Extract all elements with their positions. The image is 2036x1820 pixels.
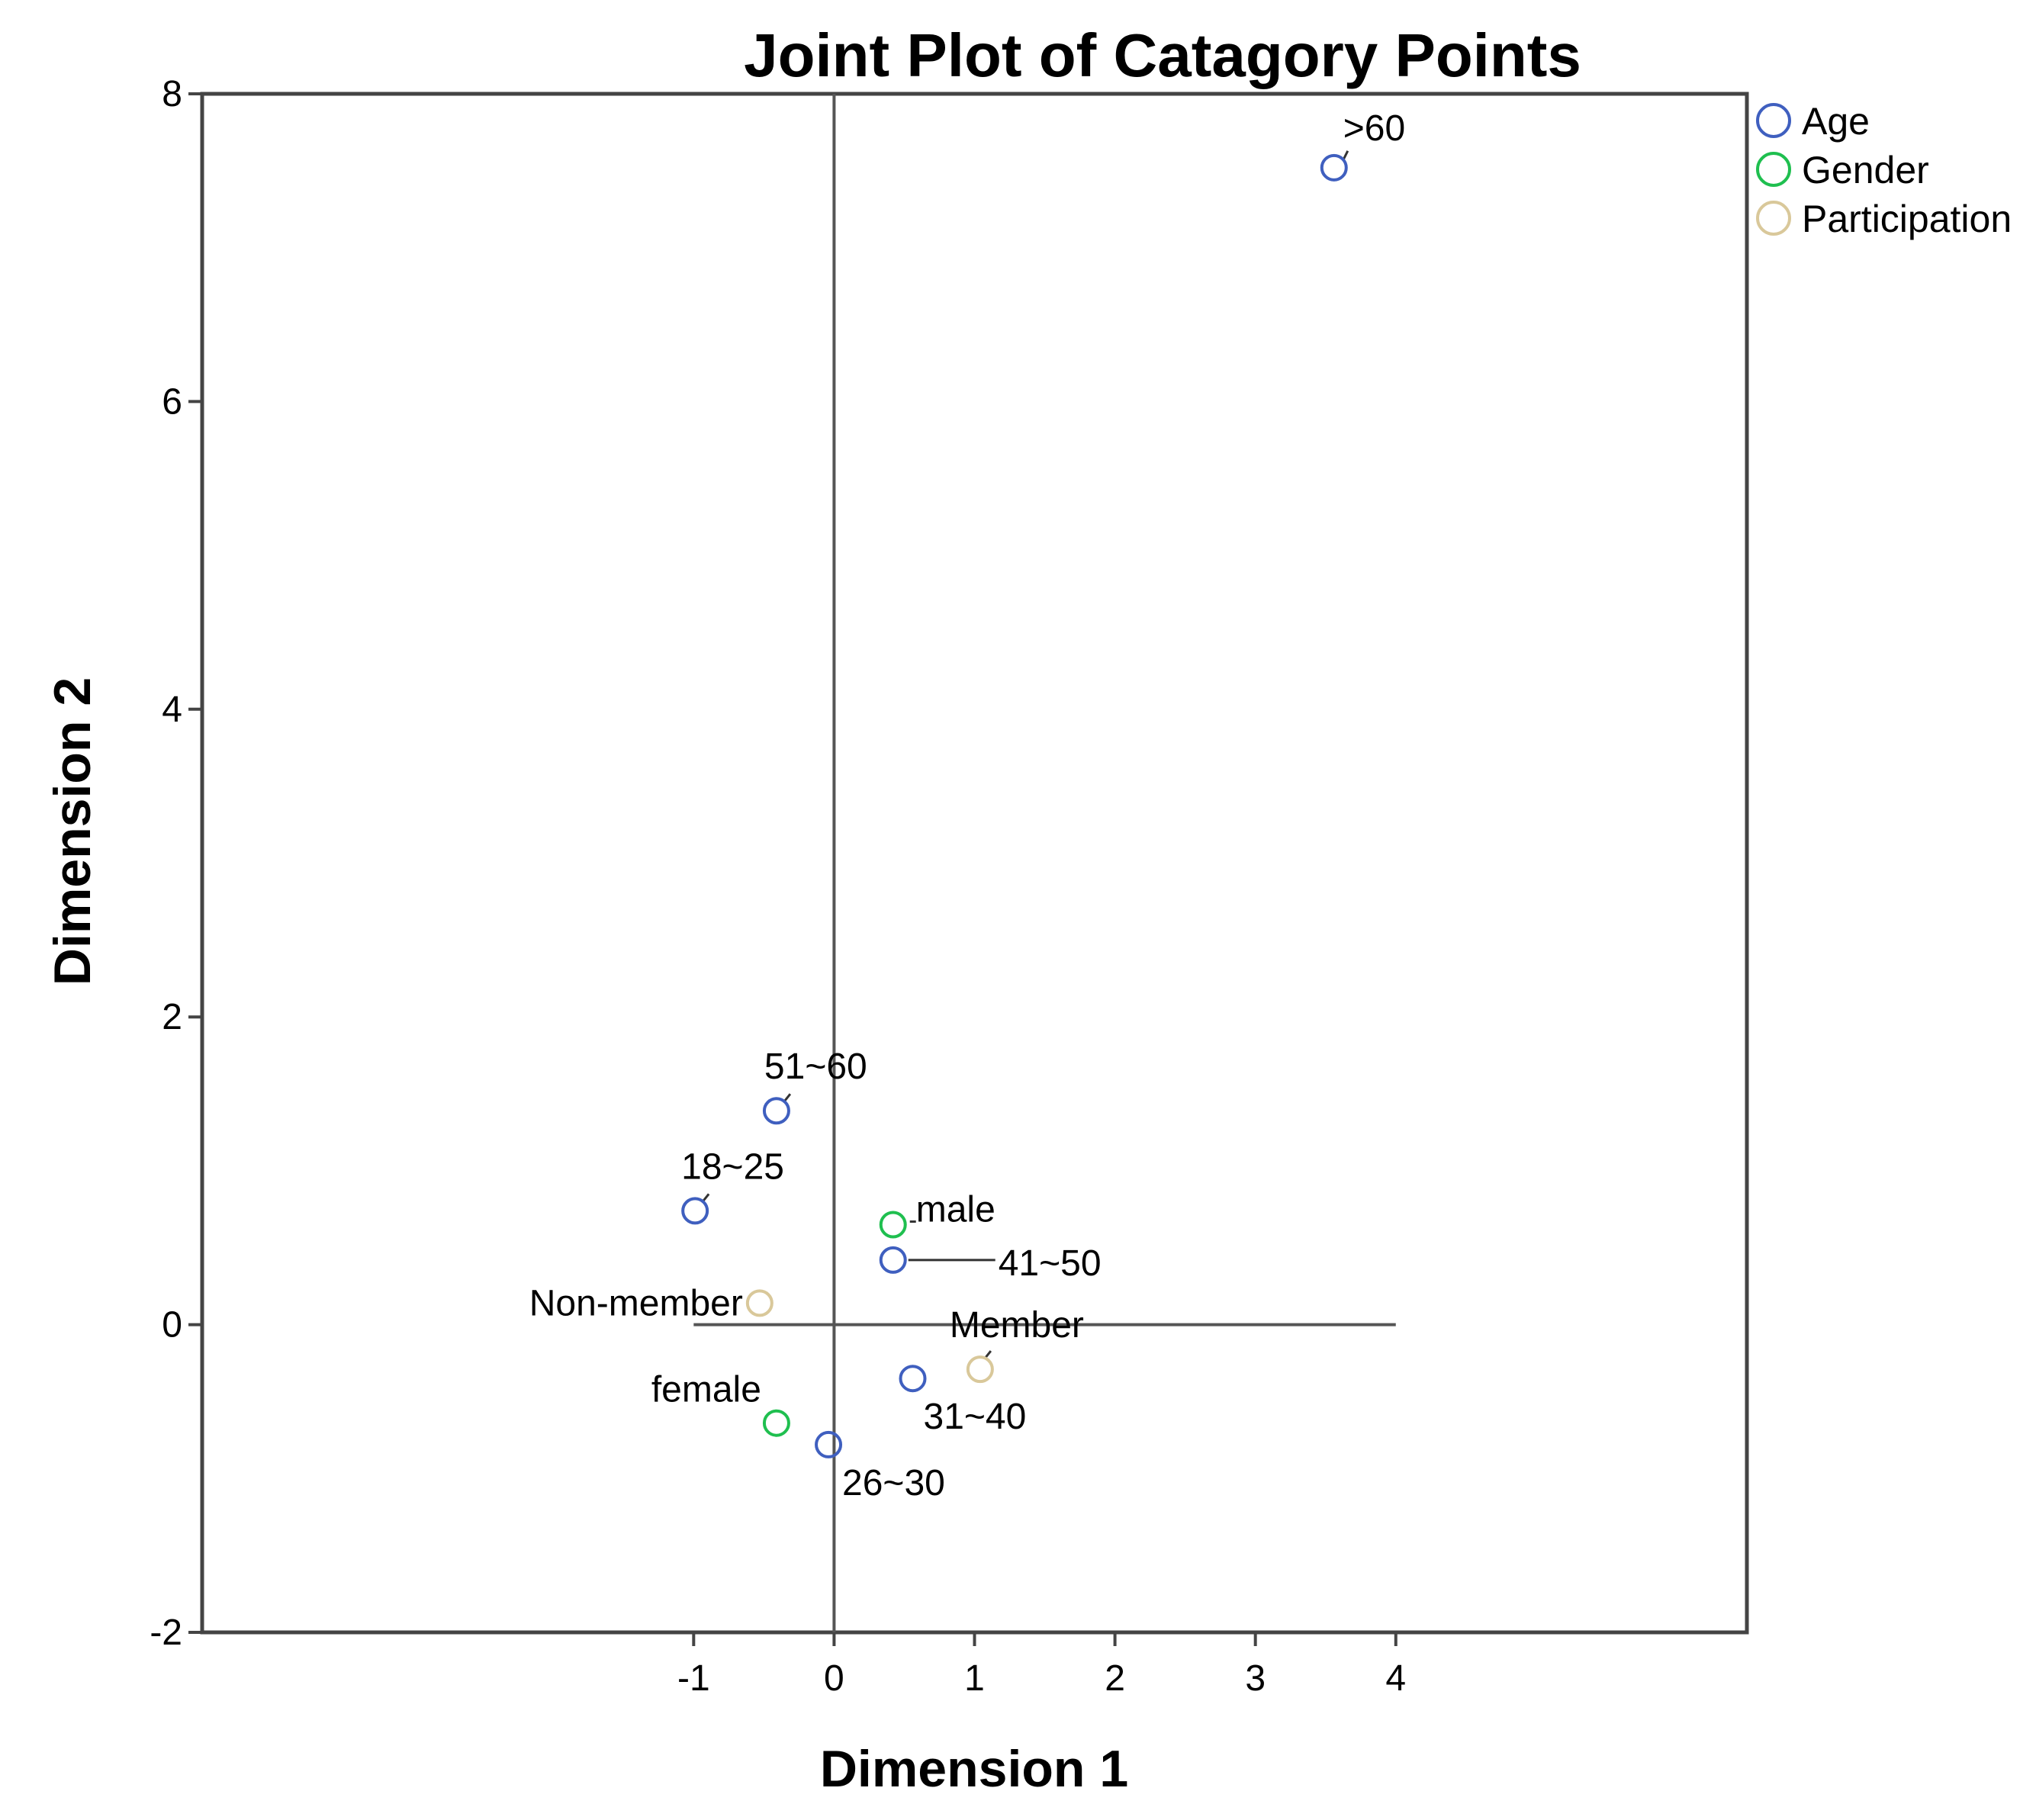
y-axis-label: Dimension 2 (43, 677, 101, 986)
data-point-label: 18~25 (681, 1146, 784, 1187)
x-tick-label: 3 (1245, 1658, 1266, 1699)
data-point (879, 1246, 907, 1274)
data-point-label: Member (950, 1305, 1084, 1346)
data-point (899, 1365, 927, 1393)
data-point-label: female (651, 1370, 761, 1410)
data-point (879, 1211, 907, 1239)
data-point (1320, 153, 1348, 182)
y-tick-label: -2 (150, 1613, 182, 1653)
legend-entry-label: Gender (1802, 149, 1929, 191)
legend-marker (1756, 201, 1791, 236)
legend-entry-label: Age (1802, 100, 1870, 143)
data-point (966, 1355, 994, 1384)
data-point-label: 26~30 (842, 1463, 945, 1503)
x-axis-label: Dimension 1 (820, 1740, 1128, 1798)
y-tick-label: 6 (162, 381, 182, 422)
data-point (762, 1097, 790, 1125)
y-tick-label: 2 (162, 997, 182, 1037)
legend-marker (1756, 103, 1791, 138)
data-point-label: male (916, 1189, 995, 1230)
legend-entry-label: Participation (1802, 198, 2012, 240)
x-tick-label: 0 (824, 1658, 844, 1699)
x-tick-label: 4 (1385, 1658, 1406, 1699)
data-point-label: 51~60 (764, 1047, 867, 1087)
data-point-label: 41~50 (999, 1243, 1102, 1284)
y-tick-label: 8 (162, 74, 182, 114)
data-point (681, 1197, 709, 1225)
y-tick-label: 0 (162, 1305, 182, 1346)
data-point-label: Non-member (529, 1283, 743, 1323)
plot-area: -2 0 2 4 6 8 -1 0 1 2 3 4 >60 51~60 18~25 41~50 31~40 26~… (150, 74, 1749, 1699)
x-tick-label: 2 (1105, 1658, 1125, 1699)
x-tick-label: 1 (964, 1658, 985, 1699)
data-point (762, 1409, 790, 1437)
chart-title: Joint Plot of Catagory Points (744, 21, 1581, 89)
data-point-label: >60 (1343, 108, 1405, 149)
data-point (745, 1289, 774, 1317)
legend: Age Gender Participation (1756, 100, 2012, 240)
x-tick-label: -1 (677, 1658, 710, 1699)
data-point (815, 1430, 843, 1458)
y-tick-label: 4 (162, 690, 182, 730)
data-point-label: 31~40 (924, 1397, 1027, 1437)
legend-marker (1756, 152, 1791, 187)
